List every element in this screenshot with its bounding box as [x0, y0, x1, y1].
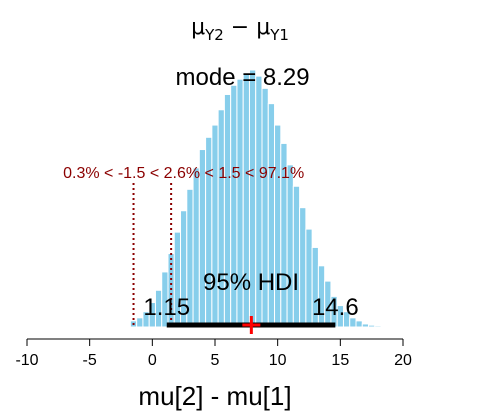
histogram-bar-1: [136, 317, 144, 328]
title-sub-y1: Y1: [269, 26, 289, 44]
histogram-bar-10: [192, 167, 200, 328]
histogram-bar-38: [368, 324, 376, 328]
histogram-bar-23: [274, 124, 282, 328]
histogram-bar-26: [292, 185, 301, 328]
hdi-low-label: 1.15: [143, 294, 190, 321]
histogram-bar-39: [374, 325, 382, 328]
x-axis-label: mu[2] - mu[1]: [138, 381, 291, 411]
title-mu-1: μ: [191, 15, 205, 40]
title-sub-y2: Y2: [204, 26, 224, 44]
histogram-bar-37: [361, 323, 370, 328]
x-tick-label-3: 5: [211, 352, 220, 369]
rope-lines: [132, 183, 173, 327]
chart-title: μY2 − μY1: [191, 15, 289, 44]
histogram-bar-25: [286, 164, 294, 328]
histogram-bars: [129, 69, 382, 328]
x-tick-label-1: -5: [83, 352, 97, 369]
x-axis: -10 -5 0 5 10 15 20: [15, 338, 412, 369]
mean-marker: [242, 316, 261, 334]
x-tick-label-4: 10: [269, 352, 287, 369]
x-tick-label-6: 20: [394, 352, 412, 369]
x-tick-label-5: 15: [331, 352, 349, 369]
histogram-bar-36: [355, 320, 363, 328]
title-minus-mu: − μ: [224, 15, 270, 40]
mode-label: mode = 8.29: [176, 64, 310, 91]
rope-label: 0.3% < -1.5 < 2.6% < 1.5 < 97.1%: [63, 165, 304, 182]
hdi-high-label: 14.6: [312, 294, 359, 321]
x-tick-label-0: -10: [15, 352, 38, 369]
histogram-bar-27: [299, 207, 307, 328]
x-tick-label-2: 0: [148, 352, 157, 369]
histogram-bar-13: [211, 124, 219, 328]
hdi-label: 95% HDI: [203, 269, 299, 296]
